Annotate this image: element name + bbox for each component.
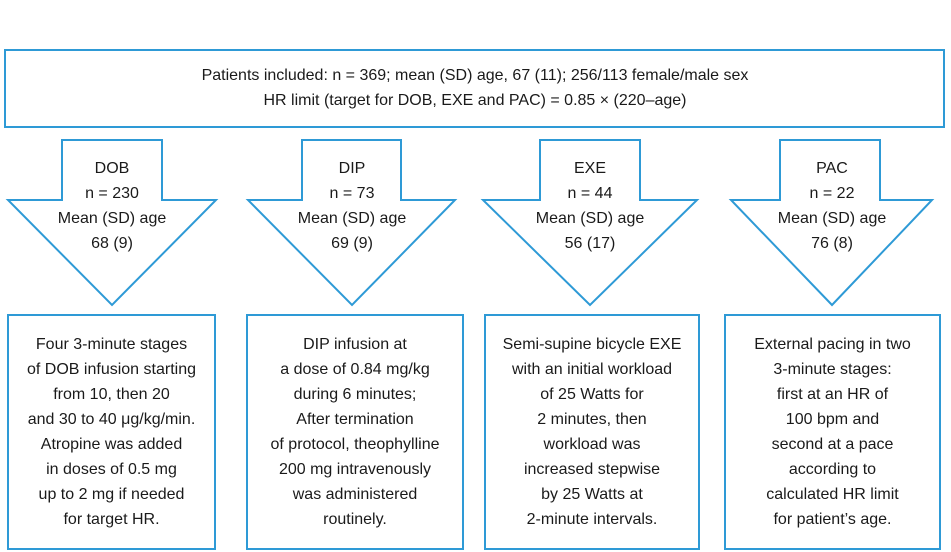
box-line: first at an HR of <box>777 386 889 403</box>
box-line: 3-minute stages: <box>773 361 891 378</box>
box-line: 2 minutes, then <box>537 411 646 428</box>
header-box <box>4 49 945 128</box>
box-line: 2-minute intervals. <box>527 511 658 528</box>
box-line: External pacing in two <box>754 336 911 353</box>
box-line: according to <box>789 461 876 478</box>
box-line: of DOB infusion starting <box>27 361 196 378</box>
box-line: 200 mg intravenously <box>279 461 431 478</box>
arrow-line: Mean (SD) age <box>58 210 167 227</box>
box-line: Atropine was added <box>41 436 182 453</box>
arrow-line: DOB <box>95 160 130 177</box>
arrow <box>5 139 219 307</box>
arrow-line: n = 44 <box>568 185 613 202</box>
box-line: 100 bpm and <box>786 411 879 428</box>
box-line: for patient’s age. <box>773 511 891 528</box>
arrow <box>480 139 700 307</box>
arrow <box>728 139 935 307</box>
box-line: from 10, then 20 <box>53 386 170 403</box>
box-line: Four 3-minute stages <box>36 336 187 353</box>
box-line: in doses of 0.5 mg <box>46 461 177 478</box>
arrow-line: DIP <box>339 160 366 177</box>
arrow-line: Mean (SD) age <box>298 210 407 227</box>
box-line: After termination <box>296 411 413 428</box>
arrow <box>245 139 458 307</box>
box-line: was administered <box>292 486 418 503</box>
box-line: routinely. <box>323 511 387 528</box>
box-line: and 30 to 40 μg/kg/min. <box>28 411 196 428</box>
box-line: second at a pace <box>772 436 894 453</box>
arrow-line: 69 (9) <box>331 235 373 252</box>
arrow-line: PAC <box>816 160 848 177</box>
box-line: for target HR. <box>63 511 159 528</box>
arrow-line: 68 (9) <box>91 235 133 252</box>
box-line: of 25 Watts for <box>540 386 644 403</box>
box-line: workload was <box>543 436 641 453</box>
box-line: DIP infusion at <box>303 336 407 353</box>
header-line: HR limit (target for DOB, EXE and PAC) =… <box>264 92 687 109</box>
arrow-line: 56 (17) <box>565 235 616 252</box>
method-box <box>7 314 216 550</box>
method-box <box>724 314 941 550</box>
arrow-line: n = 22 <box>810 185 855 202</box>
arrow-line: n = 230 <box>85 185 139 202</box>
box-line: increased stepwise <box>524 461 660 478</box>
box-line: by 25 Watts at <box>541 486 643 503</box>
box-line: during 6 minutes; <box>294 386 417 403</box>
header-line: Patients included: n = 369; mean (SD) ag… <box>202 67 749 84</box>
box-line: a dose of 0.84 mg/kg <box>280 361 429 378</box>
box-line: Semi-supine bicycle EXE <box>503 336 682 353</box>
method-box <box>246 314 464 550</box>
box-line: of protocol, theophylline <box>271 436 440 453</box>
box-line: calculated HR limit <box>766 486 899 503</box>
box-line: up to 2 mg if needed <box>39 486 185 503</box>
arrow-line: EXE <box>574 160 606 177</box>
box-line: with an initial workload <box>511 361 672 378</box>
arrow-line: Mean (SD) age <box>536 210 645 227</box>
arrow-line: n = 73 <box>330 185 375 202</box>
arrow-line: 76 (8) <box>811 235 853 252</box>
arrow-line: Mean (SD) age <box>778 210 887 227</box>
method-box <box>484 314 700 550</box>
